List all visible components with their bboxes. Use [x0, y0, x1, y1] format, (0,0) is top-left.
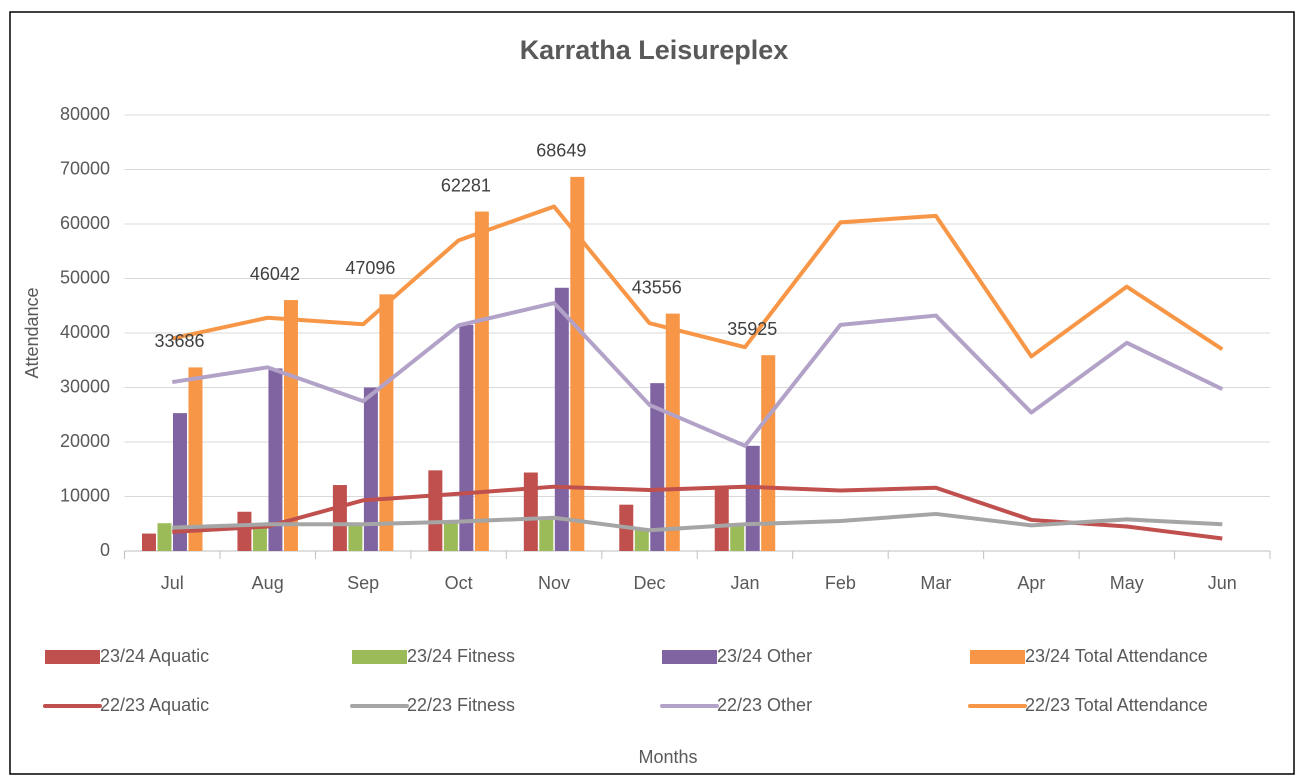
bar — [634, 529, 649, 551]
x-tick-label: Jan — [730, 573, 759, 593]
legend-label: 22/23 Other — [717, 695, 812, 715]
x-tick-label: Jun — [1208, 573, 1237, 593]
legend-label: 22/23 Total Attendance — [1025, 695, 1208, 715]
x-tick-label: May — [1110, 573, 1144, 593]
bar — [554, 287, 569, 551]
y-tick-label: 70000 — [60, 158, 110, 178]
line — [172, 511, 1223, 533]
bar — [283, 300, 298, 551]
bar — [443, 521, 458, 551]
bar — [539, 516, 554, 551]
bar — [570, 176, 585, 551]
line — [171, 204, 1224, 359]
bar — [157, 523, 172, 551]
legend-label: 23/24 Fitness — [407, 646, 515, 666]
legend-label: 23/24 Total Attendance — [1025, 646, 1208, 666]
legend-swatch — [970, 650, 1025, 664]
y-tick-label: 30000 — [60, 376, 110, 396]
bar — [730, 523, 745, 551]
bar — [332, 485, 347, 551]
bar — [141, 533, 156, 551]
legend-label: 22/23 Fitness — [407, 695, 515, 715]
bar — [745, 445, 760, 551]
legend-label: 23/24 Other — [717, 646, 812, 666]
x-tick-label: Nov — [538, 573, 570, 593]
legend-swatch — [662, 650, 717, 664]
legend-label: 23/24 Aquatic — [100, 646, 209, 666]
bar — [761, 355, 776, 551]
bar — [172, 413, 187, 551]
x-tick-label: Mar — [920, 573, 951, 593]
bar — [237, 511, 252, 551]
data-label: 46042 — [250, 264, 300, 284]
legend-label: 22/23 Aquatic — [100, 695, 209, 715]
data-label: 43556 — [632, 277, 682, 297]
data-label: 47096 — [345, 258, 395, 278]
y-tick-label: 20000 — [60, 431, 110, 451]
y-tick-label: 50000 — [60, 267, 110, 287]
x-tick-label: Feb — [825, 573, 856, 593]
line — [172, 484, 1223, 541]
data-label: 33686 — [154, 331, 204, 351]
y-axis-title: Attendance — [22, 287, 42, 378]
bar — [523, 472, 538, 551]
x-axis-title: Months — [638, 747, 697, 767]
chart-title: Karratha Leisureplex — [520, 35, 789, 65]
legend-swatch — [352, 650, 407, 664]
x-tick-label: Jul — [161, 573, 184, 593]
bar — [459, 324, 474, 551]
bar — [474, 211, 489, 551]
y-tick-label: 80000 — [60, 104, 110, 124]
line — [171, 301, 1224, 448]
bar — [379, 294, 394, 551]
bar — [188, 367, 203, 551]
bar — [268, 368, 283, 551]
bar — [428, 470, 443, 551]
x-tick-label: Apr — [1017, 573, 1045, 593]
bar — [348, 523, 363, 551]
bar — [714, 488, 729, 551]
y-tick-label: 40000 — [60, 322, 110, 342]
y-tick-label: 60000 — [60, 213, 110, 233]
x-tick-label: Oct — [445, 573, 473, 593]
data-label: 35925 — [727, 319, 777, 339]
bar — [252, 526, 267, 551]
legend-swatch — [45, 650, 100, 664]
x-tick-label: Aug — [252, 573, 284, 593]
bar — [665, 313, 680, 551]
x-tick-label: Dec — [634, 573, 666, 593]
bar — [363, 387, 378, 551]
y-tick-label: 10000 — [60, 485, 110, 505]
data-label: 68649 — [536, 141, 586, 161]
y-tick-label: 0 — [100, 540, 110, 560]
data-label: 62281 — [441, 175, 491, 195]
bar — [650, 383, 665, 551]
x-tick-label: Sep — [347, 573, 379, 593]
